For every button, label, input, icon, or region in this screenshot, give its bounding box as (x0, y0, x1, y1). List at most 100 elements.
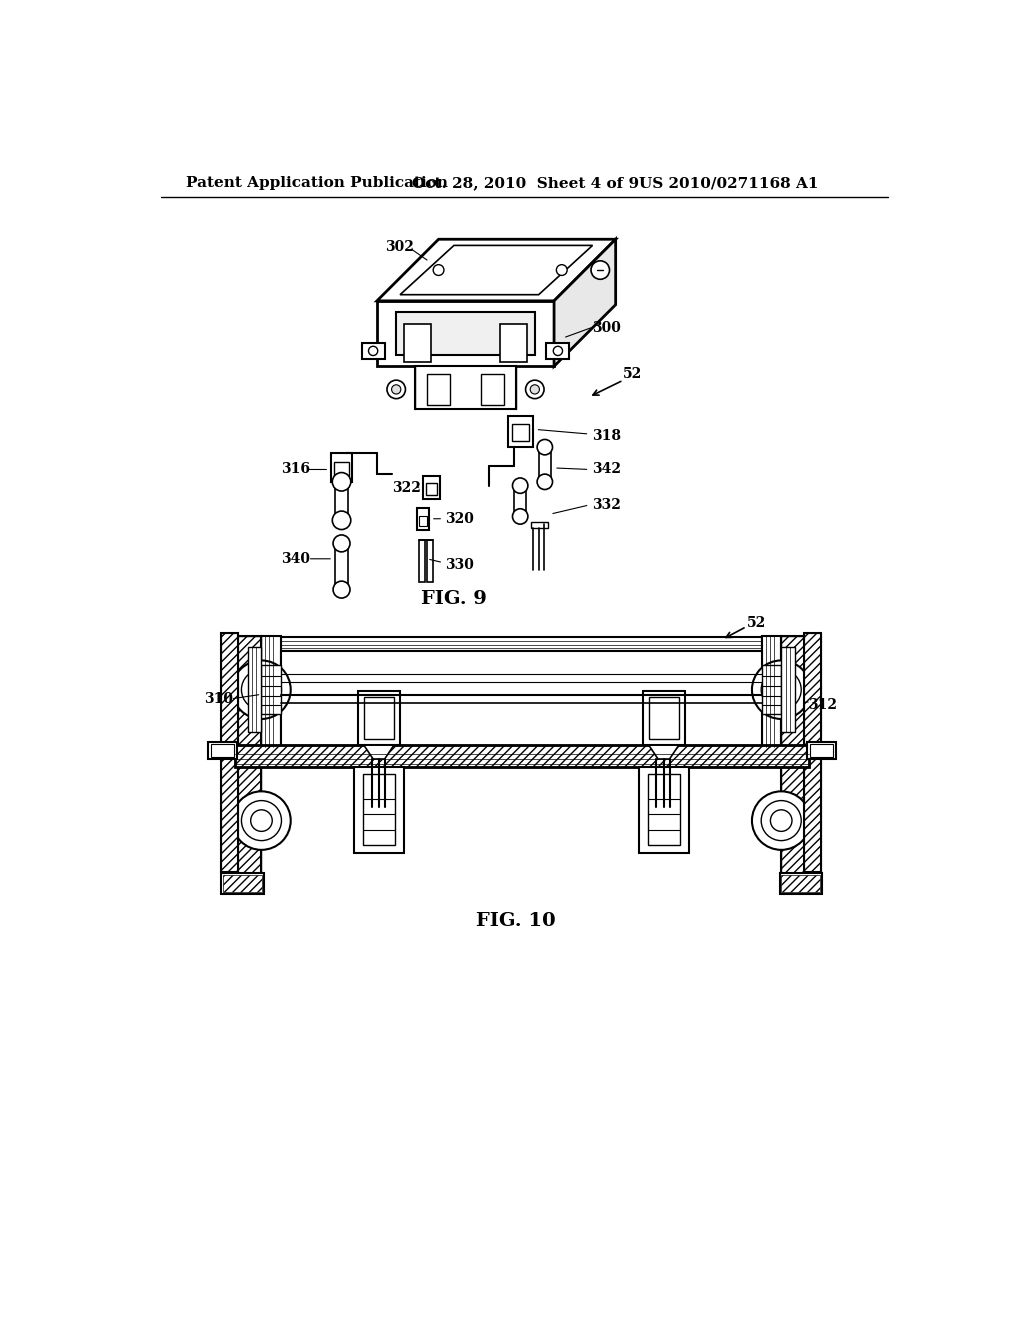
Circle shape (752, 660, 810, 719)
Bar (416, 367, 515, 409)
Bar (281, 651, 762, 747)
Text: 330: 330 (444, 558, 473, 572)
Bar (810, 744, 833, 756)
Text: 332: 332 (593, 498, 622, 512)
Circle shape (251, 678, 272, 701)
Polygon shape (547, 343, 569, 359)
Bar (281, 638, 762, 651)
Polygon shape (377, 239, 615, 301)
Circle shape (538, 474, 553, 490)
Circle shape (333, 535, 350, 552)
Circle shape (232, 660, 291, 719)
Bar (807, 742, 836, 759)
Bar (334, 462, 349, 475)
Bar (223, 875, 262, 892)
Text: 300: 300 (593, 321, 622, 335)
Text: 52: 52 (624, 367, 643, 381)
Text: Patent Application Publication: Patent Application Publication (186, 176, 449, 190)
Circle shape (433, 264, 444, 276)
Circle shape (387, 380, 406, 399)
Bar (419, 540, 425, 582)
Bar (804, 744, 821, 873)
Bar (804, 634, 821, 744)
Polygon shape (554, 239, 615, 367)
Bar (639, 767, 689, 853)
Bar (221, 634, 239, 744)
Bar (643, 692, 685, 744)
Circle shape (333, 511, 351, 529)
Bar (781, 747, 806, 875)
Circle shape (770, 810, 792, 832)
Circle shape (251, 810, 272, 832)
Bar (248, 647, 261, 733)
Bar (237, 747, 261, 875)
Circle shape (553, 346, 562, 355)
Bar (508, 416, 532, 447)
Bar (237, 636, 261, 747)
Bar (481, 374, 504, 405)
Bar (427, 374, 451, 405)
Text: 318: 318 (593, 429, 622, 442)
Circle shape (761, 669, 801, 710)
Text: 322: 322 (392, 480, 421, 495)
Circle shape (333, 473, 351, 491)
Circle shape (232, 792, 291, 850)
Bar (781, 636, 806, 747)
Text: 302: 302 (385, 240, 414, 253)
Bar (354, 767, 403, 853)
Circle shape (525, 380, 544, 399)
Bar (781, 747, 806, 875)
Bar (781, 636, 806, 747)
Polygon shape (400, 246, 593, 294)
Circle shape (770, 678, 792, 701)
Polygon shape (364, 744, 394, 759)
Bar (221, 873, 264, 894)
Bar (211, 744, 233, 756)
Bar (236, 744, 809, 767)
Bar (514, 486, 526, 516)
Bar (335, 482, 348, 520)
Circle shape (391, 385, 400, 395)
Text: 342: 342 (593, 462, 622, 477)
Bar (781, 647, 795, 733)
Circle shape (761, 800, 801, 841)
Bar (331, 453, 352, 482)
Text: FIG. 9: FIG. 9 (421, 590, 486, 607)
Bar (423, 475, 440, 499)
Text: 52: 52 (746, 616, 766, 631)
Bar (335, 544, 348, 590)
Polygon shape (649, 744, 679, 759)
Bar (649, 697, 679, 739)
Text: 340: 340 (282, 552, 310, 566)
Bar (364, 775, 394, 845)
Circle shape (369, 346, 378, 355)
Bar (539, 447, 551, 482)
Bar (403, 323, 431, 363)
Text: 320: 320 (444, 512, 473, 525)
Polygon shape (377, 301, 554, 367)
Bar (419, 516, 427, 527)
Bar (237, 636, 261, 747)
Bar (396, 313, 535, 355)
Bar (364, 697, 394, 739)
Bar (804, 744, 821, 873)
Bar (804, 634, 821, 744)
Bar (261, 665, 281, 714)
Bar (208, 742, 237, 759)
Bar (221, 744, 239, 873)
Circle shape (591, 261, 609, 280)
Bar (427, 540, 433, 582)
Circle shape (242, 669, 282, 710)
Text: Oct. 28, 2010  Sheet 4 of 9: Oct. 28, 2010 Sheet 4 of 9 (412, 176, 639, 190)
Bar (531, 521, 548, 528)
Circle shape (538, 440, 553, 455)
Circle shape (512, 508, 528, 524)
Circle shape (752, 792, 810, 850)
Bar (500, 323, 527, 363)
Circle shape (333, 581, 350, 598)
Bar (221, 634, 239, 744)
Bar (417, 508, 429, 529)
Circle shape (242, 800, 282, 841)
Text: 312: 312 (808, 698, 838, 711)
Text: 316: 316 (282, 462, 310, 477)
